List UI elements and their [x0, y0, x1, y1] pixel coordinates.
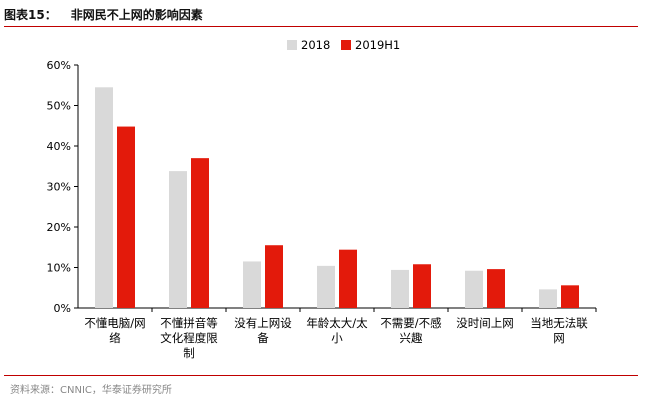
x-tick-label: 小: [331, 331, 343, 345]
top-divider: [4, 26, 638, 27]
source-note: 资料来源：CNNIC，华泰证券研究所: [10, 385, 172, 396]
y-tick-label: 30%: [47, 181, 71, 194]
x-tick-label: 网: [553, 331, 565, 345]
x-tick-label: 没有上网设: [234, 316, 292, 330]
x-tick-label: 没时间上网: [456, 316, 514, 330]
bar-series1: [391, 269, 409, 308]
bar-series1: [169, 171, 187, 308]
bar-series2: [413, 264, 431, 308]
y-tick-label: 40%: [47, 140, 71, 153]
figure-number: 图表15：: [4, 8, 57, 22]
bottom-divider: [4, 375, 638, 376]
y-tick-label: 50%: [47, 100, 71, 113]
figure-title: 图表15： 非网民不上网的影响因素: [4, 6, 203, 23]
legend-label: 2019H1: [355, 38, 400, 52]
y-tick-label: 10%: [47, 262, 71, 275]
y-tick-label: 20%: [47, 221, 71, 234]
bar-series1: [317, 265, 335, 308]
bar-series2: [265, 245, 283, 308]
x-tick-label: 兴趣: [400, 331, 423, 345]
x-tick-label: 不需要/不感: [380, 316, 441, 330]
x-tick-label: 不懂拼音等: [160, 316, 218, 330]
bar-series1: [243, 261, 261, 308]
x-tick-label: 备: [257, 331, 269, 345]
legend-swatch: [287, 40, 297, 50]
bar-series1: [465, 270, 483, 308]
bar-series1: [95, 87, 113, 309]
x-tick-label: 文化程度限: [160, 331, 218, 345]
y-tick-label: 60%: [47, 59, 71, 72]
bar-series1: [539, 289, 557, 308]
y-tick-label: 0%: [54, 302, 71, 315]
x-tick-label: 年龄太大/太: [306, 316, 368, 330]
bar-series2: [117, 126, 135, 308]
x-tick-label: 不懂电脑/网: [84, 316, 145, 330]
legend-label: 2018: [301, 38, 330, 52]
x-tick-label: 制: [183, 346, 195, 360]
bar-series2: [191, 158, 209, 308]
x-tick-label: 当地无法联: [530, 316, 588, 330]
x-tick-label: 络: [109, 331, 121, 345]
figure-title-text: 非网民不上网的影响因素: [70, 8, 203, 22]
bar-series2: [561, 285, 579, 308]
legend-swatch: [341, 40, 351, 50]
bar-series2: [487, 269, 505, 308]
bar-series2: [339, 249, 357, 308]
